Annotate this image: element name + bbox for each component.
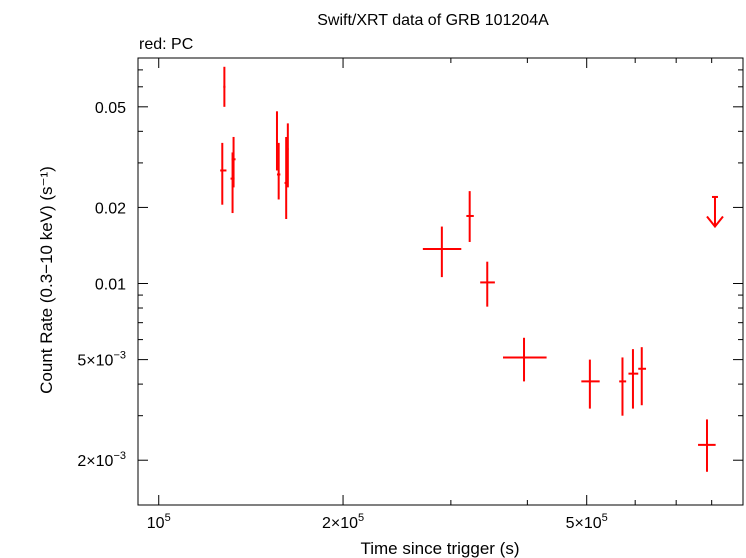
data-point (480, 261, 495, 307)
y-axis: 0.05 0.02 0.01 5×10−3 2×10−3 (77, 69, 743, 470)
x-tick-label: 5×105 (566, 512, 608, 532)
data-point (503, 337, 547, 382)
data-point (619, 357, 627, 416)
x-axis-label: Time since trigger (s) (360, 539, 519, 558)
plot-frame (137, 57, 744, 506)
data-point (638, 347, 647, 406)
data-point (581, 359, 600, 409)
y-tick-label: 5×10−3 (77, 350, 126, 370)
y-tick-label: 2×10−3 (77, 450, 126, 470)
data-point (422, 226, 462, 278)
data-series (220, 66, 724, 472)
down-arrow-icon (706, 215, 724, 229)
chart-title: Swift/XRT data of GRB 101204A (317, 12, 549, 29)
data-point (698, 419, 716, 472)
x-tick-label: 2×105 (322, 512, 364, 532)
data-point (223, 66, 226, 107)
chart-subtitle: red: PC (139, 36, 193, 53)
data-point (466, 191, 474, 242)
y-tick-label: 0.05 (95, 100, 126, 117)
data-point (230, 152, 235, 214)
y-tick-label: 0.01 (95, 277, 126, 294)
data-point (628, 349, 639, 409)
data-point (286, 123, 289, 188)
data-point (275, 111, 278, 171)
x-axis: 105 2×105 5×105 (147, 58, 744, 532)
data-point (284, 136, 288, 219)
y-tick-label: 0.02 (95, 200, 126, 217)
y-axis-label: Count Rate (0.3−10 keV) (s⁻¹) (37, 166, 56, 394)
data-point (220, 142, 227, 205)
upper-limit (706, 195, 724, 229)
x-tick-label: 105 (147, 512, 171, 532)
data-point (276, 142, 281, 200)
